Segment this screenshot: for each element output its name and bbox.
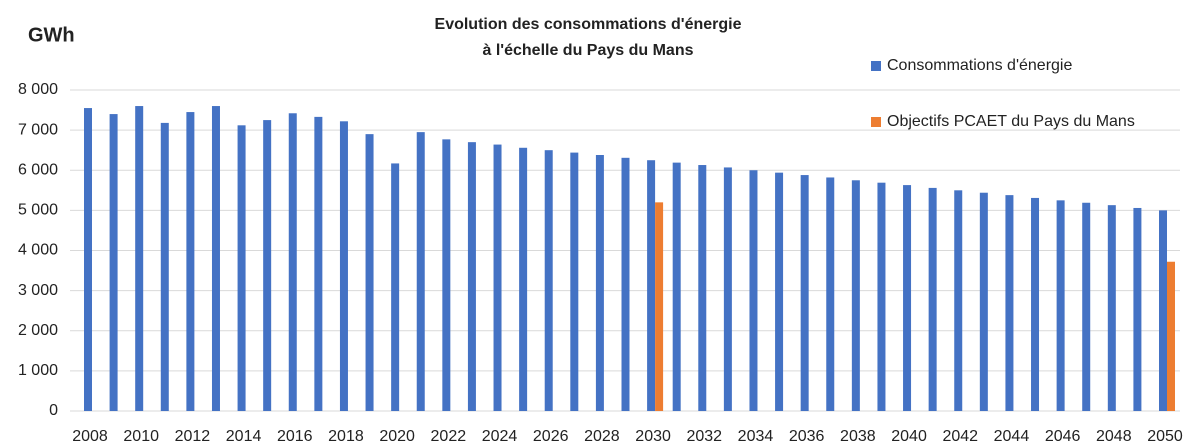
x-tick-label: 2012 xyxy=(175,428,211,445)
y-axis-label: GWh xyxy=(28,24,75,46)
bar xyxy=(84,108,92,412)
bar xyxy=(595,155,604,411)
bar xyxy=(647,160,656,411)
y-tick-label: 5 000 xyxy=(18,202,58,219)
x-tick-label: 2038 xyxy=(840,428,876,445)
y-tick-label: 0 xyxy=(49,402,58,419)
y-tick-label: 6 000 xyxy=(18,161,58,178)
legend-label: Objectifs PCAET du Pays du Mans xyxy=(887,113,1135,130)
x-tick-label: 2028 xyxy=(584,428,620,445)
bar xyxy=(288,113,297,412)
legend-label: Consommations d'énergie xyxy=(887,57,1072,74)
bar xyxy=(672,162,681,411)
bar xyxy=(1133,207,1142,411)
bar xyxy=(928,187,937,411)
bar xyxy=(851,180,860,411)
x-tick-label: 2014 xyxy=(226,428,262,445)
x-tick-label: 2024 xyxy=(482,428,518,445)
x-tick-label: 2034 xyxy=(738,428,774,445)
y-tick-label: 3 000 xyxy=(18,282,58,299)
x-tick-label: 2050 xyxy=(1147,428,1183,445)
chart-title: Evolution des consommations d'énergie xyxy=(435,16,742,33)
bar xyxy=(1167,261,1175,411)
bar xyxy=(954,190,963,411)
bar xyxy=(979,192,988,411)
bar xyxy=(570,152,579,411)
bar xyxy=(723,167,732,411)
bar xyxy=(467,142,476,411)
bar xyxy=(135,106,144,412)
x-tick-label: 2022 xyxy=(431,428,467,445)
x-tick-label: 2026 xyxy=(533,428,569,445)
y-tick-label: 1 000 xyxy=(18,362,58,379)
bar xyxy=(775,172,784,411)
y-tick-label: 2 000 xyxy=(18,322,58,339)
bar xyxy=(1005,195,1014,411)
bar xyxy=(237,125,246,411)
bar xyxy=(365,134,374,411)
x-tick-label: 2042 xyxy=(942,428,978,445)
y-tick-label: 7 000 xyxy=(18,121,58,138)
bar xyxy=(211,106,220,412)
x-tick-label: 2036 xyxy=(789,428,825,445)
bar xyxy=(519,147,528,411)
bar xyxy=(339,121,348,412)
bar xyxy=(621,157,630,411)
bar xyxy=(544,150,553,411)
bar xyxy=(391,163,400,411)
legend-swatch xyxy=(871,61,881,71)
bar xyxy=(1082,202,1091,411)
y-tick-label: 4 000 xyxy=(18,242,58,259)
bar xyxy=(749,170,758,411)
x-tick-label: 2016 xyxy=(277,428,313,445)
bar xyxy=(903,185,912,411)
bar xyxy=(1159,210,1167,411)
bar xyxy=(442,139,451,411)
bar xyxy=(109,114,118,411)
bar xyxy=(1107,205,1116,411)
bar xyxy=(826,177,835,411)
bar xyxy=(1031,197,1040,411)
bar xyxy=(1056,200,1065,411)
x-tick-label: 2044 xyxy=(994,428,1030,445)
bar xyxy=(877,182,886,411)
x-tick-label: 2030 xyxy=(635,428,671,445)
chart-title: à l'échelle du Pays du Mans xyxy=(483,42,694,59)
bar xyxy=(160,122,169,411)
x-tick-label: 2018 xyxy=(328,428,364,445)
bar xyxy=(263,120,272,411)
x-tick-label: 2010 xyxy=(123,428,159,445)
bar xyxy=(493,144,502,411)
x-tick-label: 2008 xyxy=(72,428,108,445)
x-tick-label: 2046 xyxy=(1045,428,1081,445)
bar xyxy=(698,165,707,411)
y-tick-label: 8 000 xyxy=(18,81,58,98)
bar xyxy=(314,116,323,411)
bar xyxy=(186,112,195,411)
x-tick-label: 2040 xyxy=(891,428,927,445)
legend-swatch xyxy=(871,117,881,127)
x-tick-label: 2032 xyxy=(686,428,722,445)
bar xyxy=(800,175,809,411)
bar xyxy=(655,202,664,411)
x-tick-label: 2020 xyxy=(379,428,415,445)
x-tick-label: 2048 xyxy=(1096,428,1132,445)
bar xyxy=(416,132,425,411)
